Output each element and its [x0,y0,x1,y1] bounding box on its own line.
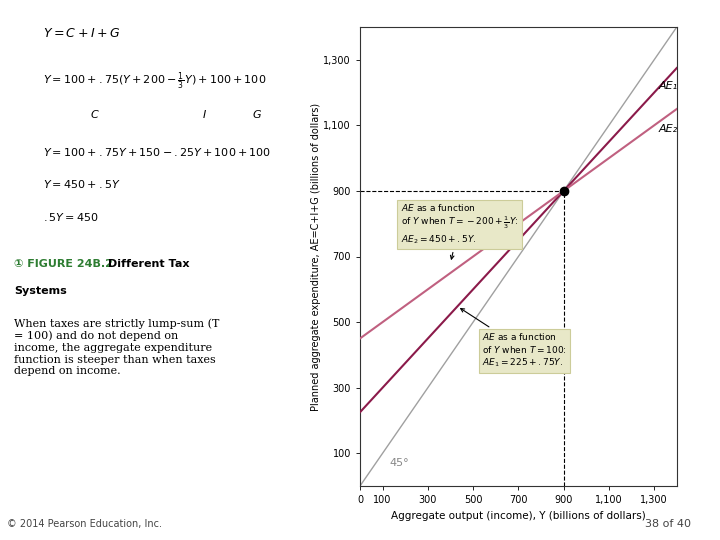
Text: 45°: 45° [390,458,409,468]
Text: $G$: $G$ [252,108,262,120]
Y-axis label: Planned aggregate expenditure, AE=C+I+G (billions of dollars): Planned aggregate expenditure, AE=C+I+G … [310,103,320,410]
Text: $AE$ as a function
of $Y$ when $T = 100$:
$AE_1 = 225 + .75Y.$: $AE$ as a function of $Y$ when $T = 100$… [461,308,567,369]
Text: $Y = 450 + .5Y$: $Y = 450 + .5Y$ [43,178,121,190]
Text: Systems: Systems [14,286,67,296]
Text: ① FIGURE 24B.2: ① FIGURE 24B.2 [14,259,121,269]
X-axis label: Aggregate output (income), Y (billions of dollars): Aggregate output (income), Y (billions o… [391,511,646,521]
Text: $AE$ as a function
of $Y$ when $T = -200 + \frac{1}{3}Y$:
$AE_2 = 450 + .5Y.$: $AE$ as a function of $Y$ when $T = -200… [401,202,518,259]
Text: Different Tax: Different Tax [108,259,189,269]
Text: © 2014 Pearson Education, Inc.: © 2014 Pearson Education, Inc. [7,519,162,529]
Text: $C$: $C$ [90,108,100,120]
Text: $Y = 100 + .75Y + 150 - .25Y + 100 + 100$: $Y = 100 + .75Y + 150 - .25Y + 100 + 100… [43,146,271,158]
Text: 38 of 40: 38 of 40 [645,519,691,529]
Text: AE₂: AE₂ [659,124,678,134]
Text: $I$: $I$ [202,108,207,120]
Text: AE₁: AE₁ [659,82,678,91]
Text: $Y = 100 + .75(Y + 200 - \frac{1}{3}Y) + 100 + 100$: $Y = 100 + .75(Y + 200 - \frac{1}{3}Y) +… [43,70,266,92]
Text: When taxes are strictly lump-sum (T
= 100) and do not depend on
income, the aggr: When taxes are strictly lump-sum (T = 10… [14,319,220,376]
Text: $Y = C + I + G$: $Y = C + I + G$ [43,27,120,40]
Text: $.5Y = 450$: $.5Y = 450$ [43,211,99,222]
